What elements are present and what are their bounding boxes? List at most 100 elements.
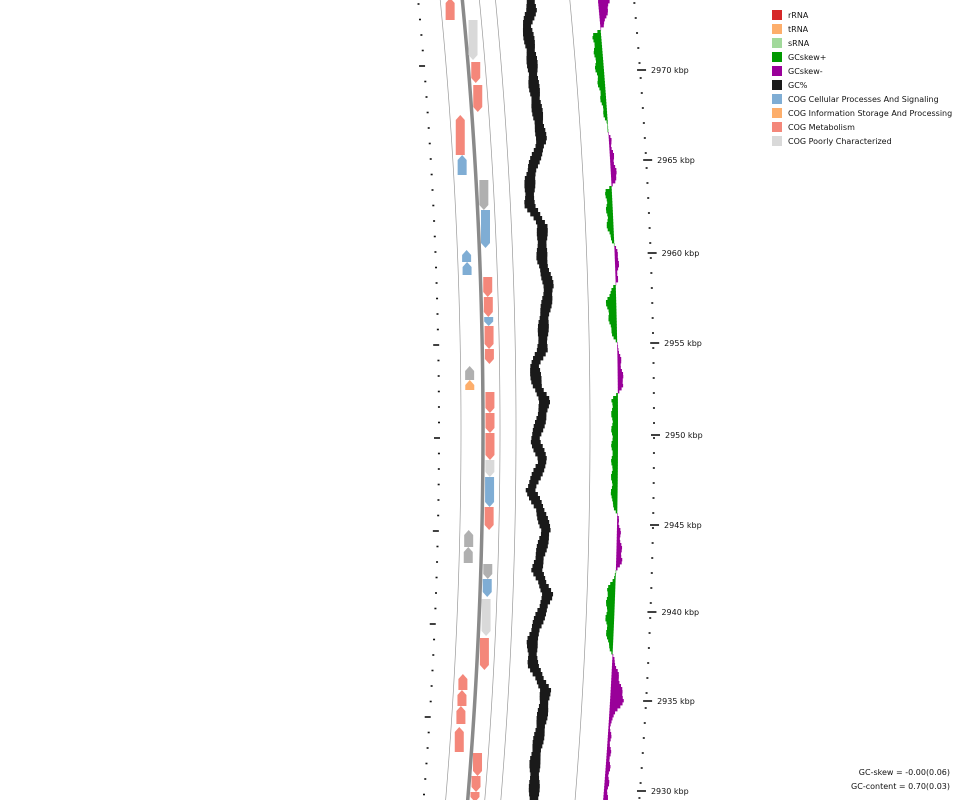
legend-label: GCskew-	[788, 66, 823, 76]
gc-bar	[527, 168, 537, 173]
gc-skew-bar	[607, 126, 609, 130]
gc-bar	[533, 148, 543, 153]
gc-skew-bar	[615, 267, 619, 271]
gc-skew-bar	[608, 726, 610, 730]
gc-bar	[531, 96, 540, 101]
gc-skew-bar	[615, 270, 618, 274]
gene-arrow	[481, 210, 490, 248]
gc-skew-bar	[610, 171, 617, 175]
legend-swatch	[772, 108, 782, 118]
gc-skew-bar	[617, 369, 622, 373]
gc-skew-bar	[609, 141, 612, 145]
gc-bar	[530, 776, 540, 781]
gc-skew-bar	[607, 216, 614, 220]
gene-arrow	[464, 530, 474, 547]
gc-skew-bar	[611, 678, 619, 682]
gc-skew-bar	[595, 63, 604, 67]
gc-bar	[530, 376, 542, 381]
gc-bar	[536, 228, 548, 233]
gc-skew-bar	[607, 624, 614, 628]
gc-skew-bar	[617, 384, 624, 388]
gc-skew-bar	[616, 393, 618, 397]
gc-skew-bar	[598, 9, 608, 13]
gc-skew-bar	[594, 45, 603, 49]
gc-bar	[537, 344, 548, 349]
gc-skew-bar	[605, 192, 612, 196]
gc-bar	[528, 160, 540, 165]
gc-bar	[529, 780, 540, 785]
gc-bar	[537, 244, 547, 249]
gc-bar	[532, 672, 543, 677]
gc-skew-bar	[607, 591, 616, 595]
gc-bar	[539, 584, 549, 589]
legend-swatch	[772, 66, 782, 76]
gc-bar	[530, 156, 542, 161]
gc-bar	[535, 612, 546, 617]
gc-skew-bar	[611, 456, 618, 460]
gc-bar	[536, 680, 547, 685]
gc-skew-bar	[599, 15, 607, 19]
gc-bar	[534, 124, 545, 129]
track-guide-line	[479, 0, 501, 800]
gc-bar	[538, 336, 548, 341]
gc-skew-bar	[607, 747, 611, 751]
gc-skew-bar	[611, 489, 618, 493]
gc-bar	[540, 268, 549, 273]
gc-skew-bar	[606, 204, 613, 208]
gc-skew-bar	[608, 723, 611, 727]
gc-bar	[527, 636, 539, 641]
gc-bar	[539, 700, 549, 705]
gc-skew-bar	[614, 576, 616, 580]
gc-skew-bar	[616, 543, 622, 547]
gene-arrow	[484, 317, 494, 326]
gc-bar	[531, 380, 542, 385]
gc-skew-bar	[611, 180, 616, 184]
gc-skew-bar	[605, 765, 611, 769]
gc-skew-bar	[617, 348, 619, 352]
legend-item-rrna: rRNA	[772, 8, 952, 22]
gc-skew-bar	[609, 153, 615, 157]
gc-skew-bar	[606, 198, 613, 202]
gc-bar	[527, 68, 538, 73]
gc-bar	[528, 788, 540, 793]
gc-bar	[533, 216, 543, 221]
gc-bar	[527, 660, 539, 665]
gc-skew-bar	[609, 645, 613, 649]
gc-skew-bar	[611, 426, 618, 430]
gc-skew-bar	[606, 222, 614, 226]
gc-bar	[536, 136, 547, 141]
gc-bar	[528, 80, 539, 85]
legend-item-cog-cellular: COG Cellular Processes And Signaling	[772, 92, 952, 106]
gc-content-stat: GC-content = 0.70(0.03)	[851, 782, 950, 791]
gc-skew-bar	[608, 729, 611, 733]
gc-bar	[537, 712, 548, 717]
gc-bar	[536, 392, 547, 397]
gc-skew-bar	[598, 6, 608, 10]
gc-skew-bar	[614, 249, 618, 253]
gc-bar	[528, 84, 540, 89]
gc-bar	[530, 476, 541, 481]
gc-bar	[540, 308, 551, 313]
gene-arrow	[483, 277, 493, 297]
gc-skew-bar	[617, 345, 619, 349]
gc-skew-bar	[617, 513, 618, 517]
legend-label: COG Metabolism	[788, 122, 855, 132]
gene-arrow	[479, 638, 489, 670]
legend-label: rRNA	[788, 10, 809, 20]
gc-skew-bar	[615, 282, 617, 286]
gc-skew-bar	[607, 201, 613, 205]
gc-bar	[539, 692, 551, 697]
gc-skew-bar	[612, 465, 618, 469]
gc-skew-bar	[613, 285, 616, 289]
gc-bar	[542, 592, 554, 597]
gc-skew-bar	[610, 168, 617, 172]
gc-skew-bar	[615, 567, 618, 571]
gc-bar	[541, 596, 553, 601]
gc-skew-bar	[594, 54, 603, 58]
legend-item-srna: sRNA	[772, 36, 952, 50]
track-guide-line	[460, 0, 485, 800]
legend: rRNA tRNA sRNA GCskew+ GCskew- GC% COG C…	[772, 8, 952, 148]
gc-skew-bar	[609, 147, 612, 151]
gc-skew-bar	[611, 177, 617, 181]
gc-skew-bar	[598, 3, 609, 7]
